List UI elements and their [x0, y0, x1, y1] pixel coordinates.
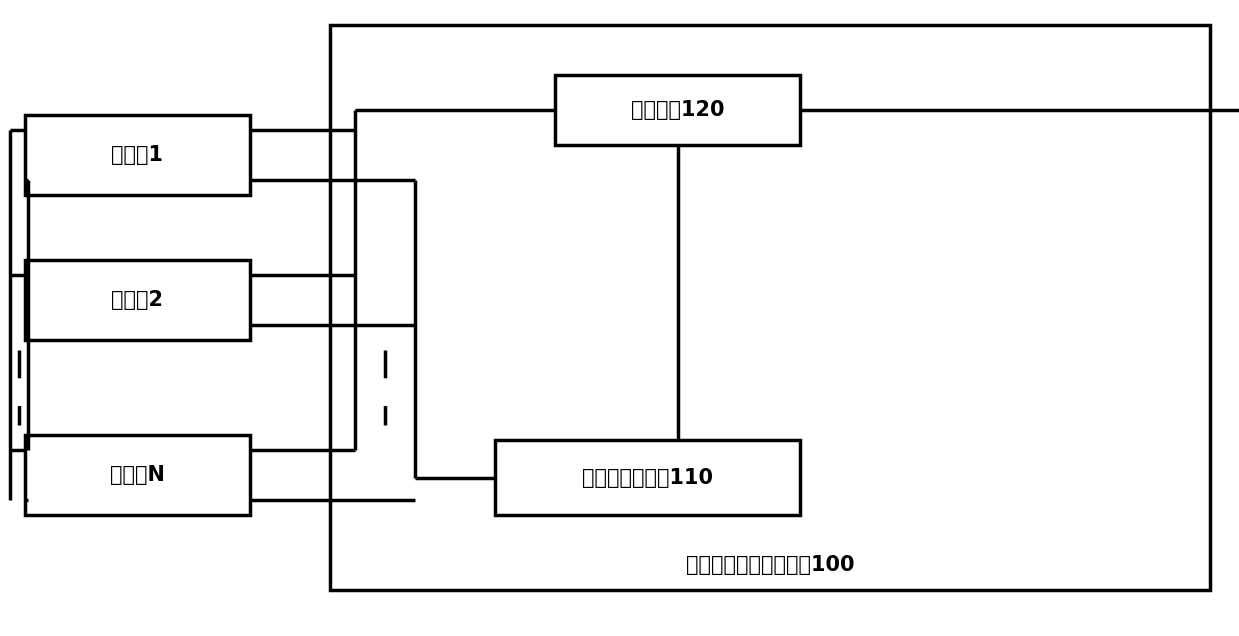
Text: 控制单元120: 控制单元120	[631, 100, 725, 120]
Text: 电池包N: 电池包N	[110, 465, 165, 485]
Bar	[555, 75, 800, 145]
Text: 多包并联互充控制电路100: 多包并联互充控制电路100	[685, 555, 854, 575]
Bar	[496, 440, 800, 515]
Bar	[25, 115, 250, 195]
Text: 电池包1: 电池包1	[112, 145, 164, 165]
Bar	[25, 260, 250, 340]
Text: 电池包检测单元110: 电池包检测单元110	[582, 467, 712, 488]
Bar	[25, 435, 250, 515]
Bar	[330, 25, 1211, 590]
Text: 电池包2: 电池包2	[112, 290, 164, 310]
